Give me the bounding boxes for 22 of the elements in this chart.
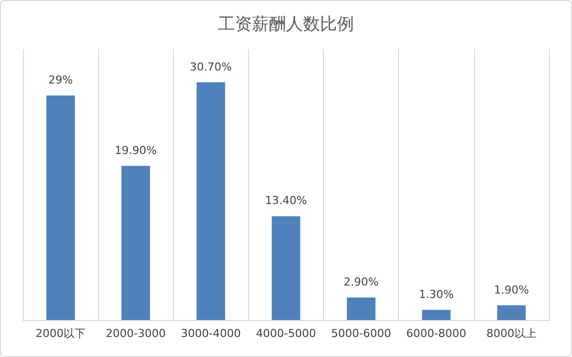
- bar: [346, 298, 376, 320]
- x-tick-label: 4000-5000: [256, 327, 316, 340]
- bar: [422, 310, 451, 320]
- x-tick-label: 2000以下: [36, 327, 86, 340]
- x-tick-label: 6000-8000: [406, 327, 466, 340]
- bar: [46, 95, 75, 320]
- data-label: 1.30%: [418, 288, 454, 301]
- bar: [272, 216, 300, 320]
- x-tick-label: 2000-3000: [106, 327, 166, 340]
- chart-title: 工资薪酬人数比例: [218, 14, 354, 34]
- x-tick-label: 5000-6000: [331, 327, 392, 340]
- bar: [196, 82, 226, 320]
- bar: [121, 166, 150, 320]
- data-label: 19.90%: [114, 144, 157, 157]
- data-label: 1.90%: [494, 283, 529, 296]
- x-tick-label: 8000以上: [486, 327, 536, 340]
- data-label: 30.70%: [190, 60, 232, 74]
- data-label: 13.40%: [265, 194, 307, 208]
- data-label: 29%: [48, 73, 73, 86]
- data-label: 2.90%: [344, 276, 379, 289]
- bar: [497, 305, 526, 320]
- x-tick-label: 3000-4000: [180, 327, 241, 340]
